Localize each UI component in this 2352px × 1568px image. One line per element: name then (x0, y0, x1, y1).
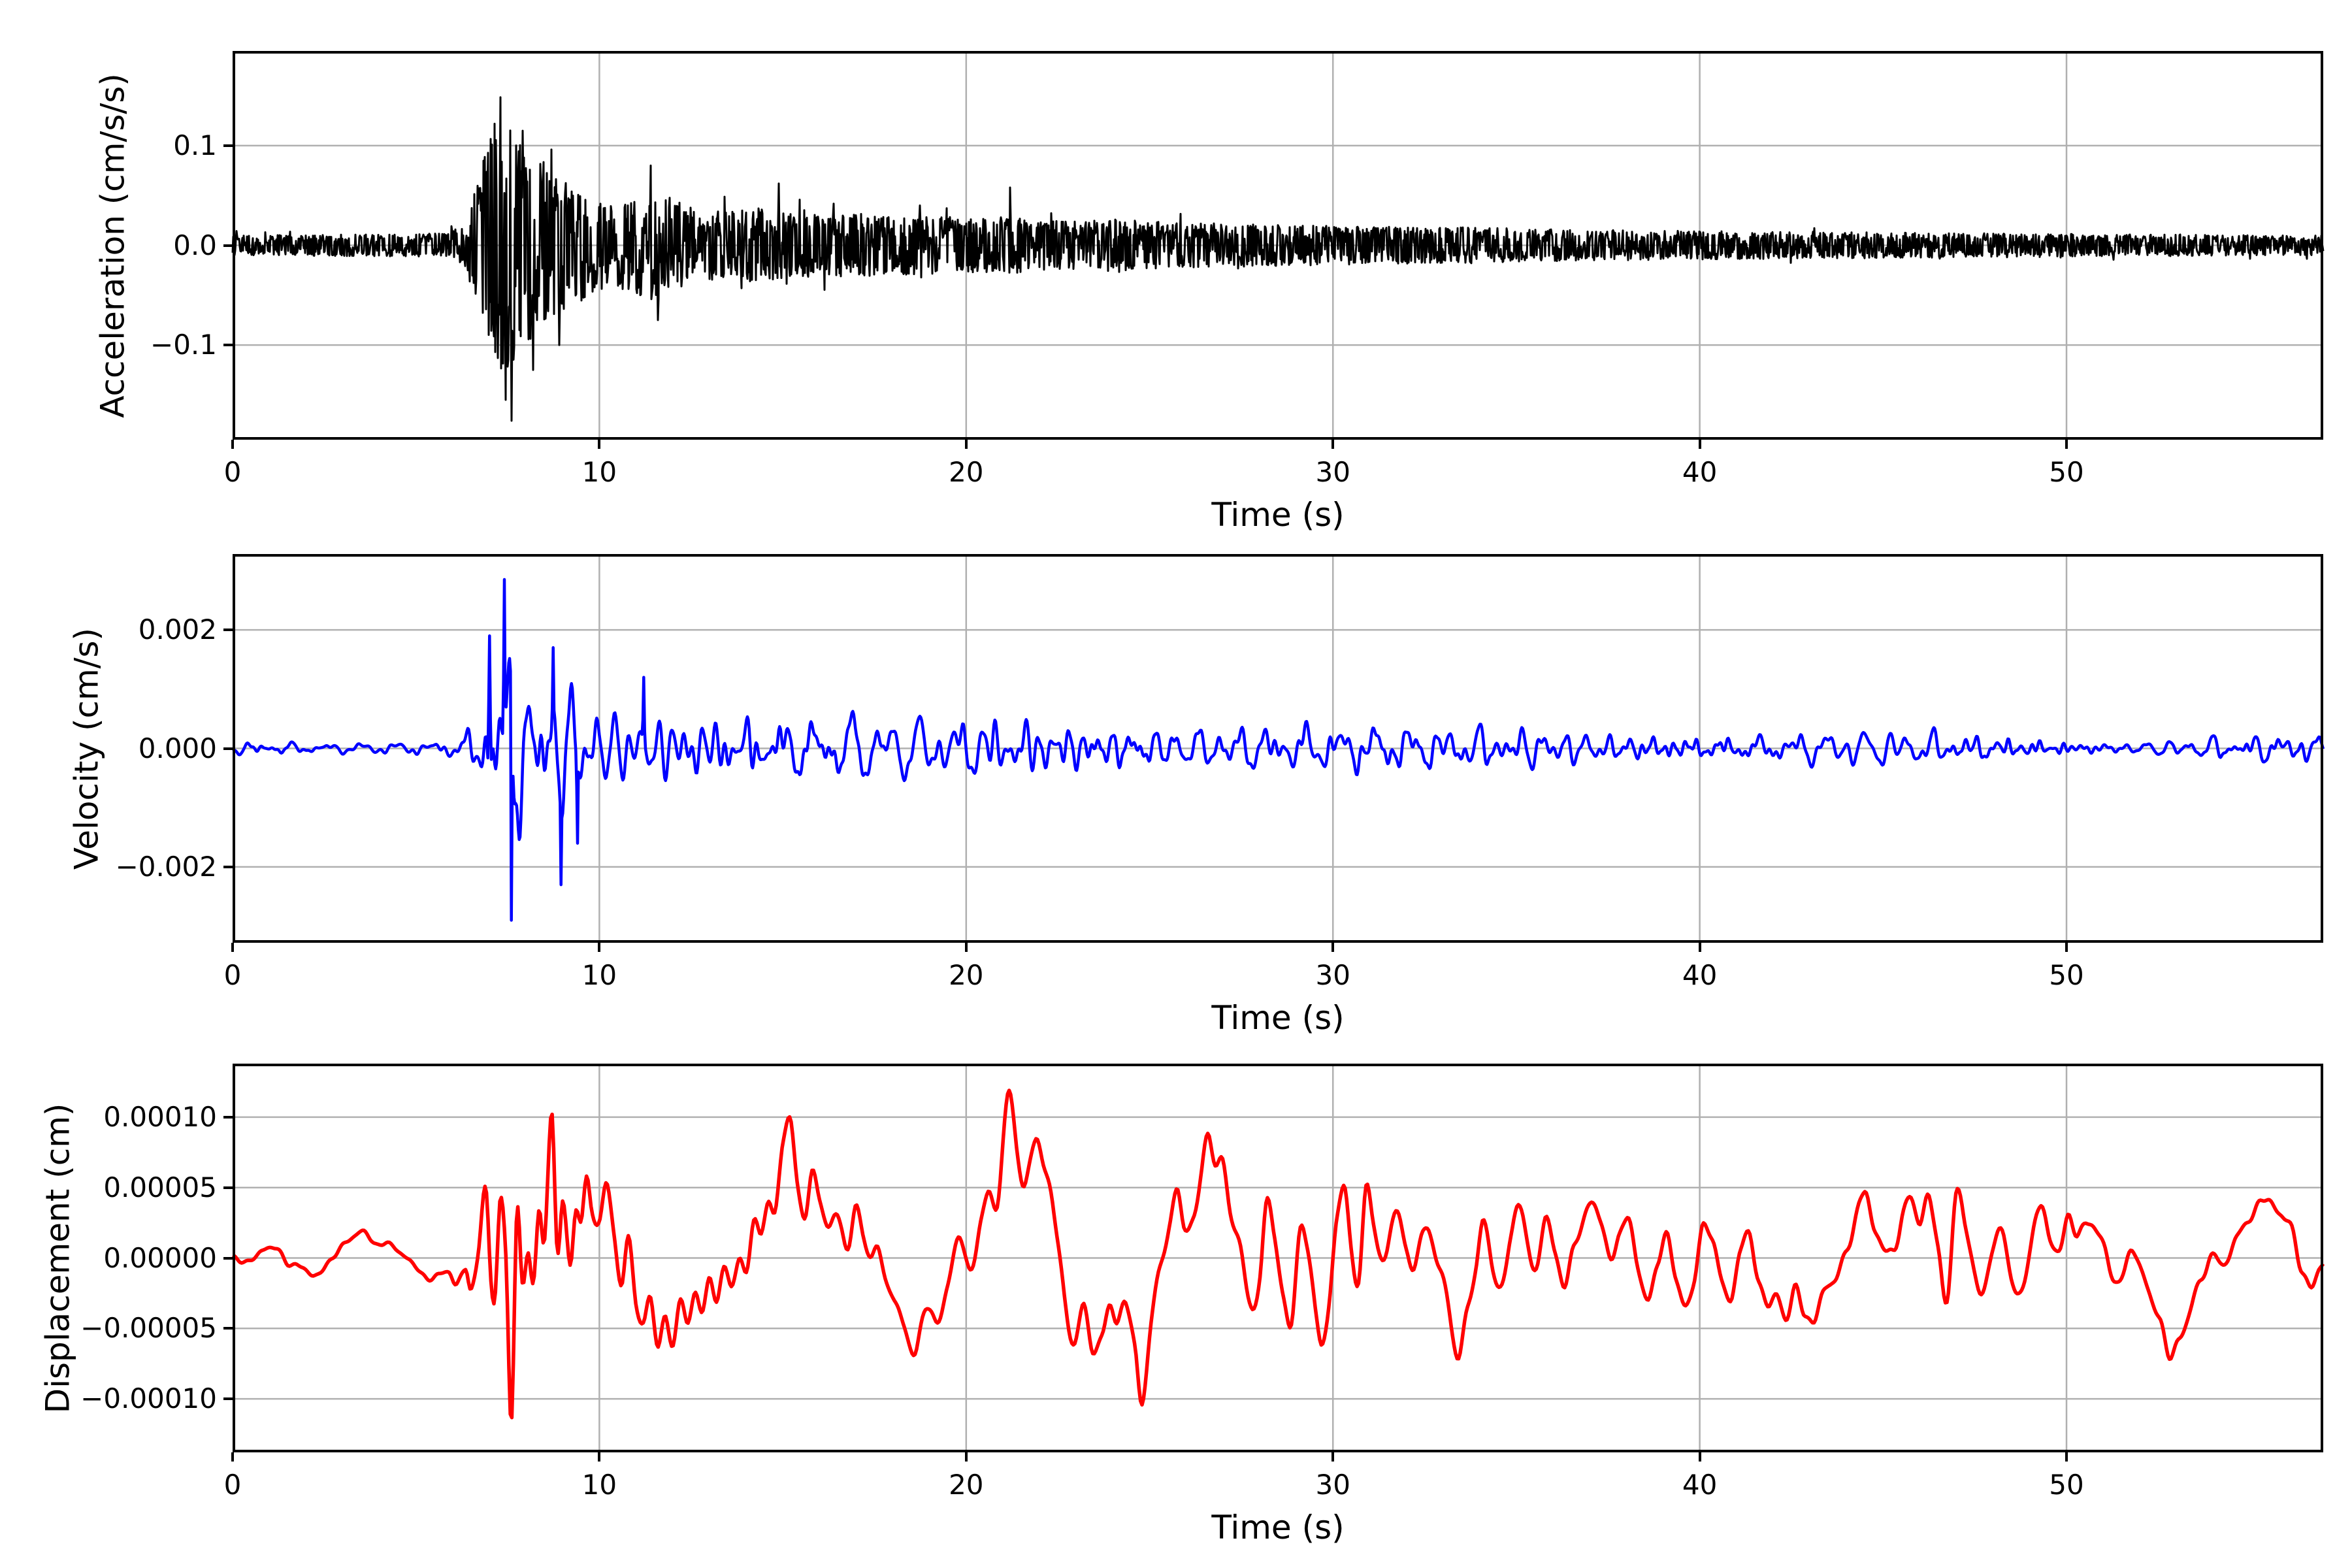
x-tick-mark (231, 943, 234, 952)
y-tick-mark (223, 144, 233, 147)
x-tick-mark (2065, 943, 2068, 952)
x-tick-mark (598, 440, 601, 449)
x-tick-mark (1698, 943, 1701, 952)
x-tick-mark (964, 1452, 968, 1462)
x-tick-label: 20 (949, 959, 984, 991)
y-tick-label: 0.00010 (103, 1100, 217, 1133)
y-tick-label: −0.002 (115, 850, 217, 883)
x-tick-mark (598, 1452, 601, 1462)
y-tick-mark (223, 629, 233, 632)
y-tick-mark (223, 1115, 233, 1119)
x-tick-label: 10 (581, 1469, 617, 1501)
x-tick-label: 40 (1682, 1469, 1718, 1501)
y-tick-mark (223, 244, 233, 247)
x-tick-label: 10 (581, 959, 617, 991)
y-tick-label: 0.000 (138, 732, 217, 764)
velocity-trace (231, 578, 2325, 922)
x-axis-label-time-acceleration: Time (s) (1211, 496, 1345, 534)
x-tick-label: 20 (949, 1469, 984, 1501)
y-tick-mark (223, 1186, 233, 1189)
x-tick-mark (2065, 440, 2068, 449)
x-tick-label: 30 (1315, 456, 1350, 488)
x-tick-label: 50 (2049, 959, 2084, 991)
acceleration-waveform-plot (231, 51, 2325, 440)
x-tick-label: 0 (223, 959, 242, 991)
x-tick-mark (964, 440, 968, 449)
y-tick-label: 0.1 (173, 129, 217, 161)
x-tick-label: 0 (223, 456, 242, 488)
x-tick-mark (231, 440, 234, 449)
displacement-waveform-plot (232, 1064, 2325, 1452)
y-tick-mark (223, 747, 233, 750)
x-tick-label: 10 (581, 456, 617, 488)
velocity-waveform-plot (231, 554, 2325, 943)
x-tick-mark (231, 1452, 234, 1462)
x-tick-label: 0 (223, 1469, 242, 1501)
x-tick-label: 50 (2049, 456, 2084, 488)
y-tick-label: 0.0 (173, 229, 217, 261)
x-tick-mark (2065, 1452, 2068, 1462)
y-tick-mark (223, 1327, 233, 1330)
x-tick-mark (1698, 1452, 1701, 1462)
x-axis-label-time-displacement: Time (s) (1211, 1509, 1345, 1546)
x-tick-label: 30 (1315, 959, 1350, 991)
y-tick-label: 0.00000 (103, 1241, 217, 1274)
y-tick-label: 0.00005 (103, 1171, 217, 1203)
x-tick-label: 20 (949, 456, 984, 488)
x-tick-mark (1698, 440, 1701, 449)
y-tick-mark (223, 865, 233, 868)
x-tick-label: 40 (1682, 959, 1718, 991)
y-tick-label: −0.00010 (80, 1382, 217, 1415)
x-tick-mark (1331, 440, 1335, 449)
x-tick-label: 30 (1315, 1469, 1350, 1501)
y-tick-mark (223, 1256, 233, 1260)
y-tick-mark (223, 344, 233, 347)
x-tick-mark (1331, 1452, 1335, 1462)
y-tick-mark (223, 1397, 233, 1401)
acceleration-trace (231, 96, 2325, 422)
x-tick-mark (598, 943, 601, 952)
x-tick-mark (964, 943, 968, 952)
x-tick-label: 50 (2049, 1469, 2084, 1501)
x-tick-mark (1331, 943, 1335, 952)
y-tick-label: −0.1 (150, 329, 217, 361)
displacement-trace (232, 1088, 2325, 1420)
x-tick-label: 40 (1682, 456, 1718, 488)
y-tick-label: 0.002 (138, 613, 217, 646)
y-tick-label: −0.00005 (80, 1312, 217, 1345)
x-axis-label-time-velocity: Time (s) (1211, 999, 1345, 1037)
